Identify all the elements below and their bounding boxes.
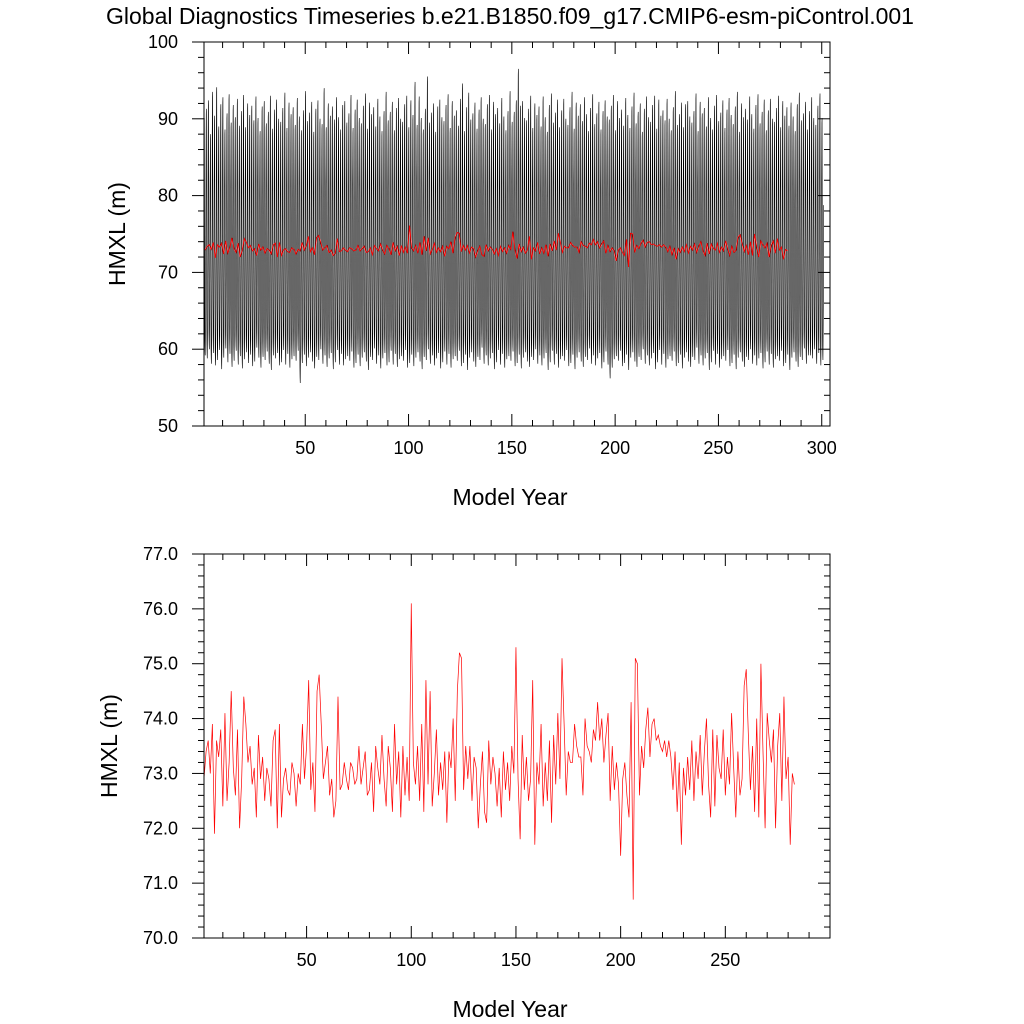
bottom-y-tick-label: 72.0	[143, 818, 178, 838]
top-monthly-hmxl-line	[203, 68, 824, 383]
bottom-y-tick-label: 74.0	[143, 709, 178, 729]
top-x-tick-label: 250	[703, 438, 733, 458]
bottom-y-tick-label: 77.0	[143, 544, 178, 564]
bottom-plot-frame	[203, 553, 831, 939]
bottom-y-tick-label: 71.0	[143, 873, 178, 893]
bottom-x-tick-label: 150	[501, 950, 531, 970]
bottom-x-tick-label: 200	[606, 950, 636, 970]
bottom-x-axis-label: Model Year	[452, 996, 567, 1022]
bottom-y-axis-label: HMXL (m)	[96, 694, 122, 798]
bottom-series-group	[203, 603, 795, 900]
top-panel-monthly-timeseries: 50 100 150 200 250 300 50 60 70 80 90 100 Model Yea…	[104, 32, 837, 510]
bottom-y-tick-label: 70.0	[143, 928, 178, 948]
top-x-axis-label: Model Year	[452, 484, 567, 510]
top-series-group	[203, 68, 824, 383]
bottom-y-tick-label: 73.0	[143, 763, 178, 783]
bottom-x-tick-label: 250	[710, 950, 740, 970]
bottom-axes-group: 50 100 150 200 250 70.0 71.0 72.0 73.0 74.0 75.0 76…	[143, 544, 831, 970]
bottom-panel-annual-timeseries: 50 100 150 200 250 70.0 71.0 72.0 73.0 74.0 75.0 76…	[96, 544, 831, 1022]
top-x-tick-label: 150	[497, 438, 527, 458]
bottom-y-tick-label: 75.0	[143, 654, 178, 674]
bottom-x-tick-label: 100	[396, 950, 426, 970]
top-axes-group: 50 100 150 200 250 300 50 60 70 80 90 100	[148, 32, 837, 458]
top-x-tick-label: 200	[600, 438, 630, 458]
top-annual-mean-line	[204, 225, 788, 268]
top-y-tick-label: 50	[158, 416, 178, 436]
bottom-x-tick-label: 50	[297, 950, 317, 970]
top-y-tick-label: 80	[158, 186, 178, 206]
top-y-tick-label: 60	[158, 339, 178, 359]
top-y-tick-label: 100	[148, 32, 178, 52]
top-y-axis-label: HMXL (m)	[104, 182, 130, 286]
top-plot-frame	[203, 41, 831, 427]
top-y-tick-label: 90	[158, 109, 178, 129]
top-x-tick-label: 300	[807, 438, 837, 458]
top-x-tick-label: 50	[295, 438, 315, 458]
top-y-tick-label: 70	[158, 262, 178, 282]
bottom-annual-mean-line	[203, 603, 795, 900]
bottom-y-tick-label: 76.0	[143, 599, 178, 619]
figure-title: Global Diagnostics Timeseries b.e21.B185…	[106, 3, 914, 29]
top-x-tick-label: 100	[394, 438, 424, 458]
